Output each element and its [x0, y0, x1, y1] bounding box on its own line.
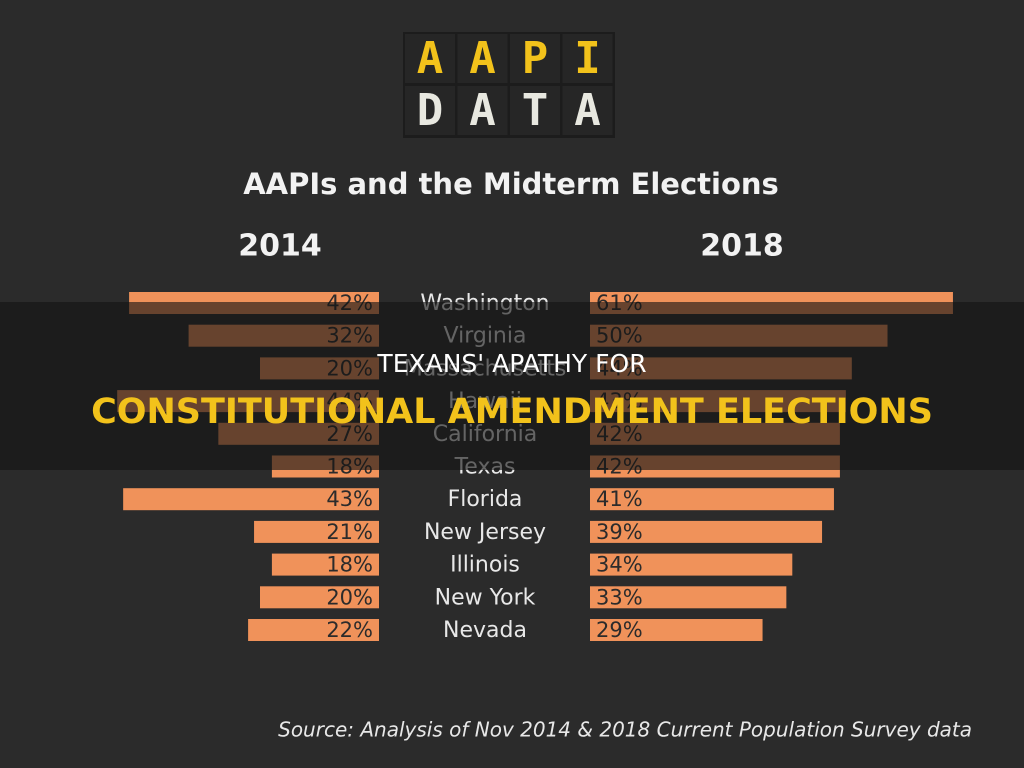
logo-letter: P — [522, 33, 549, 84]
logo-tile — [405, 86, 455, 135]
category-label: Nevada — [443, 618, 527, 643]
bar — [590, 520, 823, 543]
source: Source: Analysis of Nov 2014 & 2018 Curr… — [278, 718, 972, 742]
value-label: 39% — [596, 520, 643, 544]
logo-tile — [510, 34, 560, 83]
logo: A A P ID A T A — [403, 32, 615, 138]
chart-title: AAPIs and the Midterm Elections — [243, 167, 779, 201]
value-label: 21% — [326, 520, 373, 544]
value-label: 22% — [326, 618, 373, 642]
category-label: Illinois — [450, 553, 520, 578]
logo-letter: A — [417, 33, 444, 84]
logo-tile — [510, 86, 560, 135]
banner-line2: CONSTITUTIONAL AMENDMENT ELECTIONS — [91, 392, 933, 432]
value-label: 29% — [596, 618, 643, 642]
bar — [123, 488, 380, 511]
value-label: 20% — [326, 585, 373, 609]
bar — [590, 553, 793, 576]
logo-tile — [457, 86, 508, 135]
category-label: New York — [435, 585, 536, 610]
logo-tile — [562, 34, 613, 83]
bar — [260, 586, 379, 609]
value-label: 43% — [326, 487, 373, 511]
logo-letter: A — [574, 85, 601, 136]
value-label: 33% — [596, 585, 643, 609]
category-label: New Jersey — [424, 520, 546, 545]
category-label: Florida — [448, 487, 523, 512]
logo-letter: A — [469, 85, 496, 136]
value-label: 41% — [596, 487, 643, 511]
bar — [271, 553, 379, 576]
bar — [254, 520, 379, 543]
logo-tile — [457, 34, 508, 83]
bar — [590, 488, 834, 511]
logo-letter: I — [574, 33, 601, 84]
logo-tile — [562, 86, 613, 135]
bar — [590, 586, 787, 609]
logo-letter: D — [417, 85, 444, 136]
series-label: 2014 — [238, 229, 322, 264]
series-label: 2018 — [700, 229, 784, 264]
logo-tile — [405, 34, 455, 83]
banner — [0, 302, 1024, 470]
bar — [590, 619, 763, 641]
logo-letter: T — [522, 85, 549, 136]
value-label: 34% — [596, 553, 643, 577]
value-label: 18% — [326, 553, 373, 577]
banner-line1: TEXANS' APATHY FOR — [376, 349, 646, 378]
bar — [248, 619, 379, 641]
logo-letter: A — [469, 33, 496, 84]
